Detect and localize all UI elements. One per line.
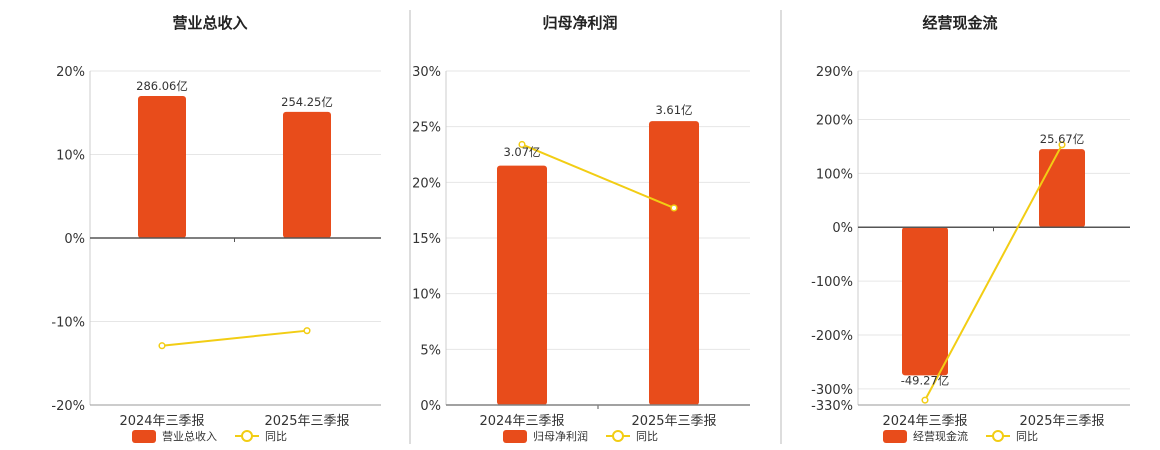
x-category-label: 2025年三季报 bbox=[264, 414, 349, 429]
bar-value-label: 3.61亿 bbox=[655, 103, 692, 117]
legend-line-label: 同比 bbox=[636, 430, 658, 443]
yoy-line bbox=[924, 144, 1063, 401]
yoy-point bbox=[1058, 141, 1066, 149]
x-category-label: 2024年三季报 bbox=[479, 414, 564, 429]
bar-value-label: -49.27亿 bbox=[901, 373, 950, 387]
legend-bar-label: 归母净利润 bbox=[533, 429, 588, 443]
yoy-point bbox=[158, 342, 166, 350]
legend-line-label: 同比 bbox=[265, 430, 287, 443]
y-tick-label: -330% bbox=[811, 399, 853, 414]
legend-line-marker bbox=[612, 430, 624, 442]
chart-panel-2: 归母净利润 30% 25% 20% 15% 10% 5% 0% 2024年三季报 2025年三季报… bbox=[412, 14, 750, 443]
y-tick-label: 20% bbox=[56, 65, 85, 80]
chart-title: 归母净利润 bbox=[542, 14, 617, 32]
yoy-point bbox=[670, 204, 678, 212]
y-tick-label: 290% bbox=[816, 65, 853, 80]
x-category-label: 2024年三季报 bbox=[882, 414, 967, 429]
bar bbox=[138, 96, 186, 238]
y-tick-label: 20% bbox=[412, 176, 441, 191]
legend-bar-swatch bbox=[503, 430, 527, 443]
yoy-line bbox=[161, 329, 308, 347]
y-tick-label: 5% bbox=[420, 343, 441, 358]
y-tick-label: 10% bbox=[56, 149, 85, 164]
bar bbox=[497, 165, 547, 405]
chart-title: 营业总收入 bbox=[172, 14, 247, 32]
legend-bar-label: 营业总收入 bbox=[162, 429, 217, 443]
bar-value-label: 25.67亿 bbox=[1040, 132, 1084, 146]
chart-panel-1: 营业总收入 20% 10% 0% -10% -20% 2024年三季报 2025年三季报 286… bbox=[51, 14, 381, 443]
bar bbox=[649, 121, 699, 405]
y-tick-label: -100% bbox=[811, 275, 853, 290]
yoy-line bbox=[521, 143, 675, 209]
y-tick-label: 0% bbox=[64, 232, 85, 247]
y-tick-label: 0% bbox=[420, 399, 441, 414]
legend-bar-swatch bbox=[132, 430, 156, 443]
x-category-label: 2025年三季报 bbox=[1019, 414, 1104, 429]
chart-panel-3: 经营现金流 290% 200% 100% 0% -100% -200% -300%-330% 2… bbox=[811, 14, 1130, 443]
legend-line-marker bbox=[241, 430, 253, 442]
legend-line-label: 同比 bbox=[1016, 430, 1038, 443]
bar bbox=[902, 227, 948, 376]
bar bbox=[1039, 149, 1085, 228]
y-tick-label: -300% bbox=[811, 383, 853, 398]
chart-title: 经营现金流 bbox=[922, 14, 997, 32]
legend-bar-label: 经营现金流 bbox=[913, 429, 968, 443]
yoy-point bbox=[303, 327, 311, 335]
bar bbox=[283, 111, 331, 238]
y-tick-label: -10% bbox=[51, 316, 85, 331]
y-tick-label: -20% bbox=[51, 399, 85, 414]
bar-value-label: 3.07亿 bbox=[503, 145, 540, 159]
y-tick-label: 100% bbox=[816, 167, 853, 182]
y-tick-label: 25% bbox=[412, 121, 441, 136]
y-tick-label: 0% bbox=[832, 221, 853, 236]
y-tick-label: 10% bbox=[412, 288, 441, 303]
y-tick-label: -200% bbox=[811, 329, 853, 344]
x-category-label: 2025年三季报 bbox=[631, 414, 716, 429]
yoy-point bbox=[921, 396, 929, 404]
legend-bar-swatch bbox=[883, 430, 907, 443]
y-tick-label: 30% bbox=[412, 65, 441, 80]
y-tick-label: 200% bbox=[816, 113, 853, 128]
legend-line-marker bbox=[992, 430, 1004, 442]
y-tick-label: 15% bbox=[412, 232, 441, 247]
bar-value-label: 254.25亿 bbox=[281, 95, 333, 109]
bar-value-label: 286.06亿 bbox=[136, 79, 188, 93]
x-category-label: 2024年三季报 bbox=[119, 414, 204, 429]
yoy-point bbox=[518, 140, 526, 149]
